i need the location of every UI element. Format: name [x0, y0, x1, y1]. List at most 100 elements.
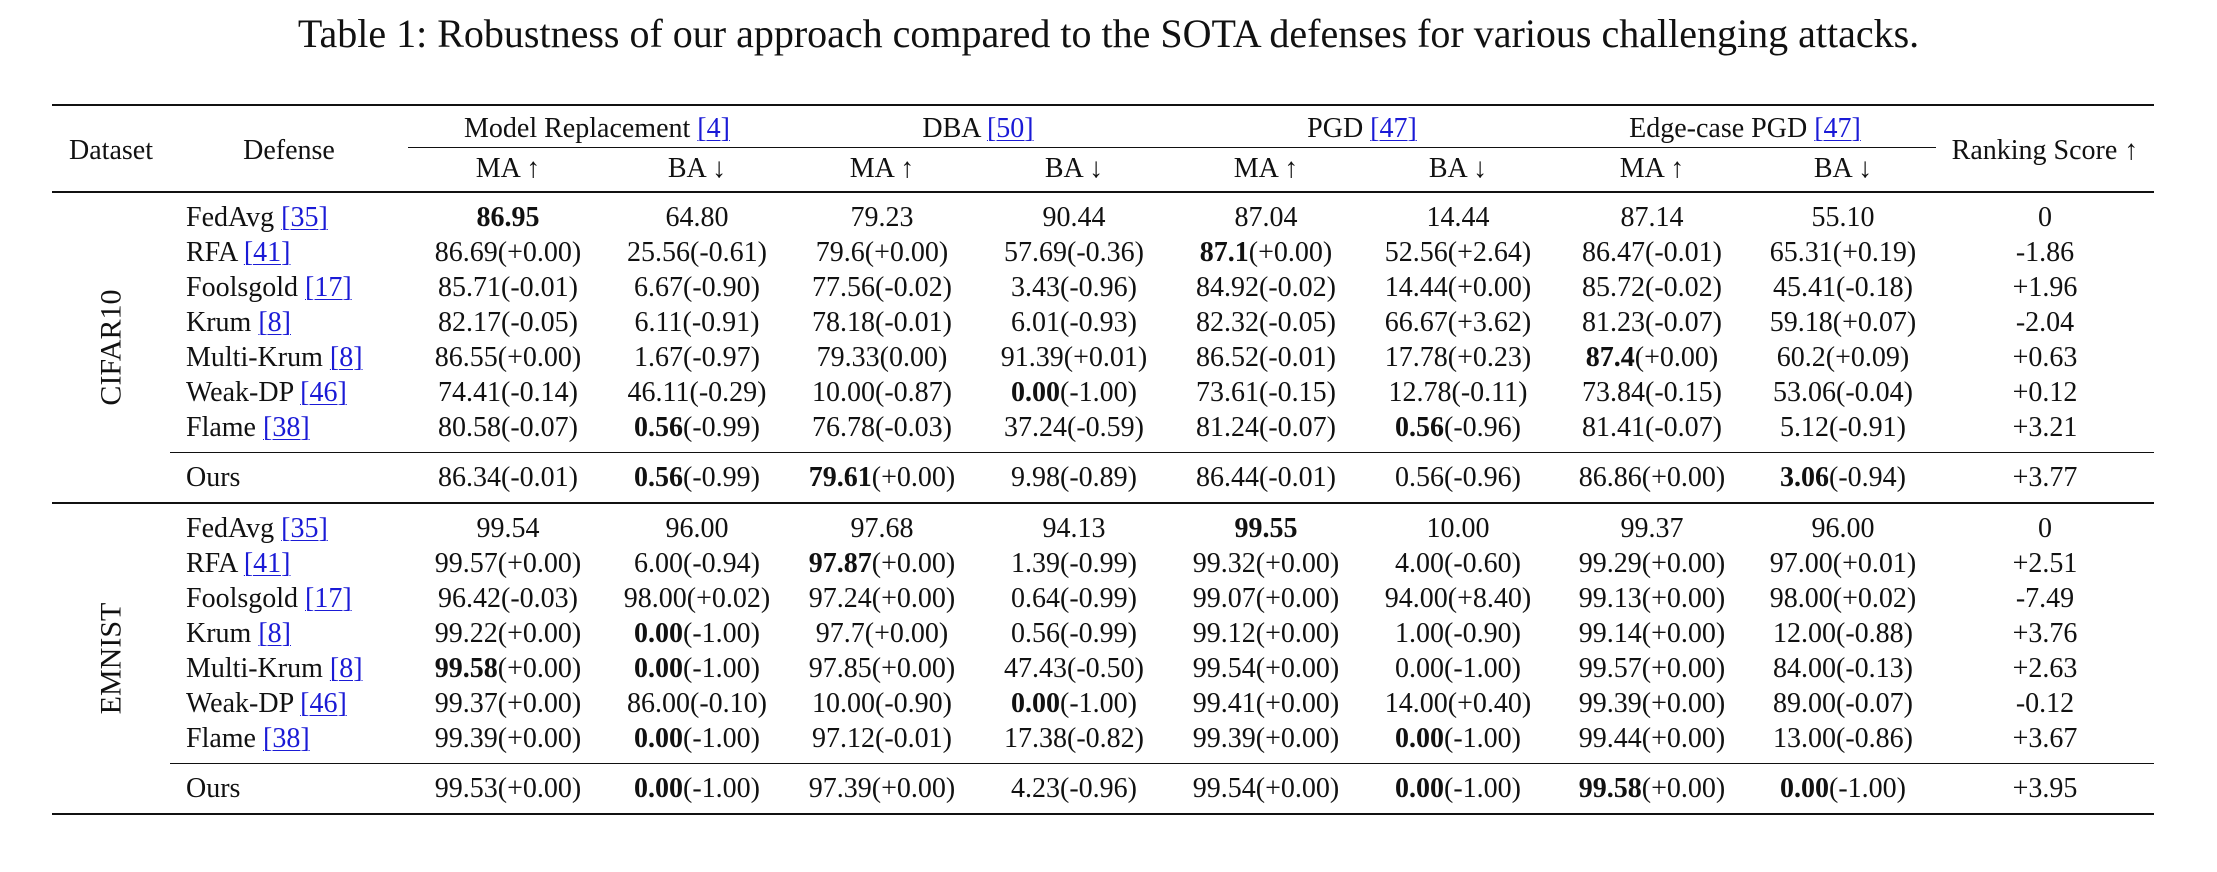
metric-value: 86.69(+0.00): [434, 237, 582, 268]
metric-value: 99.54(+0.00): [1192, 773, 1340, 804]
metric-cell: 65.31(+0.19): [1750, 235, 1936, 270]
metric-cell: 99.29(+0.00): [1554, 546, 1750, 581]
metric-value: 94.13: [1042, 513, 1106, 544]
metric-cell: 99.39(+0.00): [408, 721, 608, 764]
defense-cell: RFA [41]: [170, 546, 408, 581]
best-value: 99.58: [434, 653, 498, 684]
metric-cell: 99.41(+0.00): [1170, 686, 1362, 721]
metric-cell: 97.24(+0.00): [786, 581, 978, 616]
best-value: 79.61: [808, 462, 872, 493]
metric-value: (-1.00): [683, 618, 760, 649]
citation-link[interactable]: [8]: [258, 307, 291, 338]
best-value: 0.00: [1011, 377, 1060, 408]
metric-value: 9.98(-0.89): [1011, 462, 1137, 493]
metric-value: 99.39(+0.00): [1192, 723, 1340, 754]
metric-value: 1.39(-0.99): [1011, 548, 1137, 579]
metric-value: 73.61(-0.15): [1196, 377, 1336, 408]
metric-cell: 99.12(+0.00): [1170, 616, 1362, 651]
citation-link[interactable]: [46]: [300, 377, 347, 408]
metric-value: 81.24(-0.07): [1196, 412, 1336, 443]
citation-link[interactable]: [8]: [329, 342, 363, 373]
metric-value: 84.92(-0.02): [1196, 272, 1336, 303]
citation-link[interactable]: [46]: [300, 688, 347, 719]
metric-value: 4.23(-0.96): [1011, 773, 1137, 804]
citation-link[interactable]: [50]: [986, 113, 1034, 144]
attack-group-header: DBA [50]: [786, 105, 1170, 148]
metric-value: 99.29(+0.00): [1578, 548, 1726, 579]
metric-cell: 98.00(+0.02): [1750, 581, 1936, 616]
metric-value: 89.00(-0.07): [1773, 688, 1913, 719]
citation-link[interactable]: [41]: [243, 548, 291, 579]
citation-link[interactable]: [47]: [1814, 113, 1861, 144]
metric-cell: 0.64(-0.99): [978, 581, 1170, 616]
citation-link[interactable]: [8]: [329, 653, 363, 684]
best-value: 97.87: [808, 548, 872, 579]
metric-value: 99.41(+0.00): [1192, 688, 1340, 719]
table-row: Krum [8] 82.17(-0.05) 6.11(-0.91) 78.18(-0.…: [52, 305, 2154, 340]
metric-cell: 25.56(-0.61): [608, 235, 786, 270]
best-value: 99.58: [1578, 773, 1642, 804]
metric-value: 97.12(-0.01): [812, 723, 952, 754]
metric-value: 5.12(-0.91): [1780, 412, 1906, 443]
table-row: Flame [38] 99.39(+0.00) 0.00(-1.00) 97.12(-…: [52, 721, 2154, 764]
best-value: 99.55: [1234, 513, 1298, 544]
table-row: Flame [38] 80.58(-0.07) 0.56(-0.99) 76.78(-…: [52, 410, 2154, 453]
metric-cell: 86.00(-0.10): [608, 686, 786, 721]
best-value: 0.00: [634, 653, 683, 684]
table-row: CIFAR10 FedAvg [35] 86.95 64.80 79.23 90.44 87…: [52, 192, 2154, 405]
metric-value: (-0.99): [683, 462, 760, 493]
citation-link[interactable]: [8]: [258, 618, 291, 649]
citation-link[interactable]: [41]: [243, 237, 291, 268]
metric-cell: 0.56(-0.96): [1362, 453, 1554, 504]
citation-link[interactable]: [38]: [263, 723, 310, 754]
metric-cell: 0.00(-1.00): [978, 686, 1170, 721]
metric-cell: 98.00(+0.02): [608, 581, 786, 616]
metric-cell: 99.53(+0.00): [408, 764, 608, 815]
defense-name: RFA: [186, 548, 237, 579]
citation-link[interactable]: [17]: [305, 583, 352, 614]
ranking-score-cell: -0.12: [2015, 688, 2075, 719]
citation-link[interactable]: [17]: [305, 272, 352, 303]
metric-value: 86.52(-0.01): [1196, 342, 1336, 373]
citation-link[interactable]: [4]: [697, 113, 730, 144]
metric-value: 59.18(+0.07): [1769, 307, 1917, 338]
metric-value: 86.55(+0.00): [434, 342, 582, 373]
metric-cell: 0.00(-1.00): [978, 375, 1170, 410]
citation-link[interactable]: [35]: [281, 202, 328, 233]
ours-row: Ours 86.34(-0.01) 0.56(-0.99) 79.61(+0.00) 9…: [52, 452, 2154, 504]
metric-cell: 99.39(+0.00): [1170, 721, 1362, 764]
defense-name: Flame: [186, 412, 256, 443]
defense-cell: FedAvg [35]: [170, 503, 408, 546]
metric-cell: 1.67(-0.97): [608, 340, 786, 375]
metric-value: (+0.00): [871, 548, 956, 579]
metric-value: 85.72(-0.02): [1582, 272, 1722, 303]
citation-link[interactable]: [35]: [281, 513, 328, 544]
metric-value: 53.06(-0.04): [1773, 377, 1913, 408]
citation-link[interactable]: [38]: [263, 412, 310, 443]
metric-value: (-1.00): [1060, 688, 1137, 719]
defense-name: Krum: [186, 307, 252, 338]
metric-cell: 60.2(+0.09): [1750, 340, 1936, 375]
metric-cell: 97.87(+0.00): [786, 546, 978, 581]
defense-name: Krum: [186, 618, 252, 649]
ranking-score-cell: +2.51: [2012, 548, 2078, 579]
defense-cell: Weak-DP [46]: [170, 375, 408, 410]
metric-value: 79.33(0.00): [816, 342, 948, 373]
metric-cell: 77.56(-0.02): [786, 270, 978, 305]
metric-value: 77.56(-0.02): [812, 272, 952, 303]
metric-cell: 46.11(-0.29): [608, 375, 786, 410]
table-row: Weak-DP [46] 99.37(+0.00) 86.00(-0.10) 10.0…: [52, 686, 2154, 721]
defense-cell: Krum [8]: [170, 305, 408, 340]
metric-cell: 4.23(-0.96): [978, 764, 1170, 815]
metric-value: 79.23: [850, 202, 914, 233]
defense-name: Weak-DP: [186, 688, 294, 719]
metric-cell: 45.41(-0.18): [1750, 270, 1936, 305]
metric-cell: 87.04: [1170, 192, 1362, 235]
metric-cell: 12.00(-0.88): [1750, 616, 1936, 651]
citation-link[interactable]: [47]: [1370, 113, 1417, 144]
attack-name: Model Replacement: [464, 113, 691, 144]
ba-header: BA ↓: [1813, 153, 1873, 184]
metric-value: 37.24(-0.59): [1004, 412, 1144, 443]
metric-cell: 81.41(-0.07): [1554, 410, 1750, 453]
metric-cell: 5.12(-0.91): [1750, 410, 1936, 453]
